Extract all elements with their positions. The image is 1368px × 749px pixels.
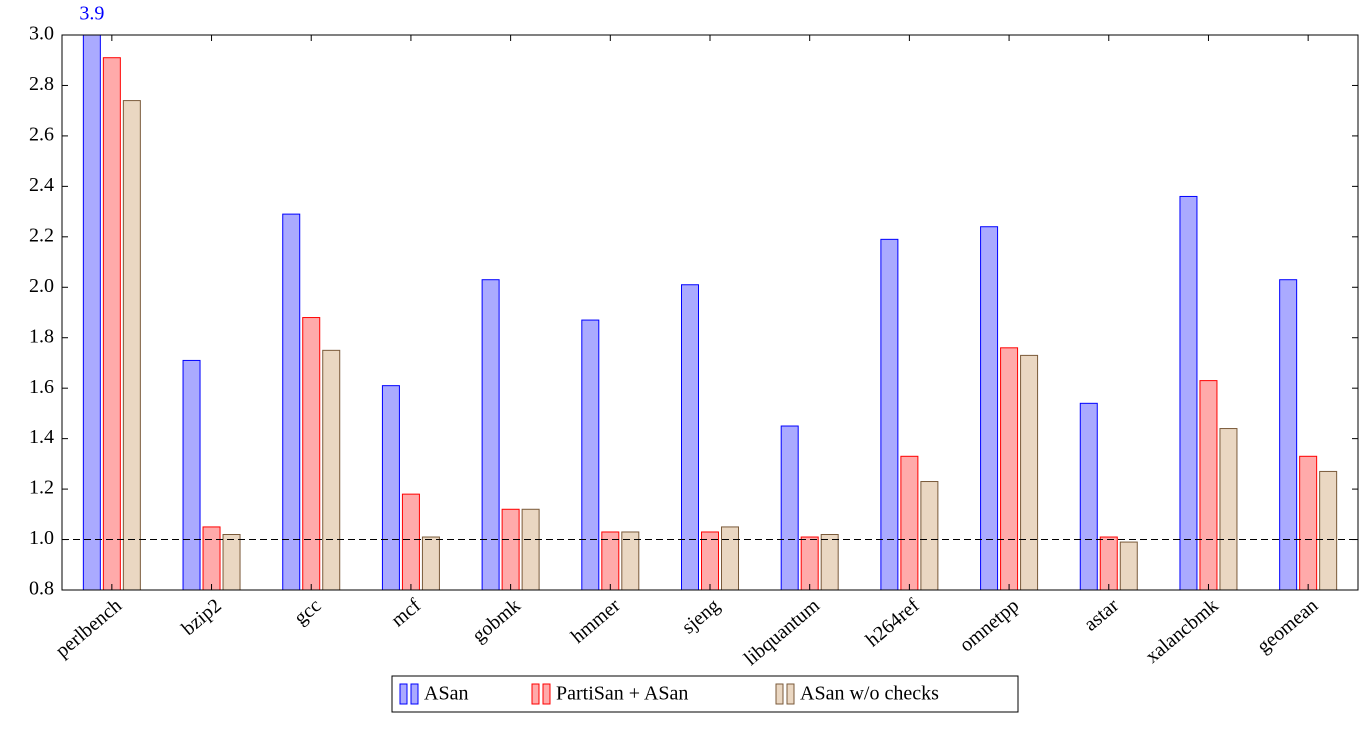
y-tick-label: 1.4 xyxy=(29,426,54,448)
bar xyxy=(880,238,899,590)
bar xyxy=(1319,470,1338,590)
bar xyxy=(282,213,301,590)
bar xyxy=(701,531,719,590)
bar xyxy=(1179,195,1198,590)
bar xyxy=(122,100,141,590)
bar xyxy=(800,536,819,590)
x-tick-label: omnetpp xyxy=(955,594,1023,656)
legend-swatch xyxy=(531,683,540,705)
bar xyxy=(322,349,341,590)
y-tick-label: 1.0 xyxy=(29,527,54,549)
bar xyxy=(1020,354,1039,590)
bar xyxy=(401,493,420,590)
bar xyxy=(1099,536,1118,590)
bar xyxy=(721,526,739,590)
x-tick-label: xalancbmk xyxy=(1141,594,1222,667)
x-tick-label: hmmer xyxy=(567,594,625,647)
bar xyxy=(421,536,440,590)
legend-swatch xyxy=(786,683,795,705)
bar xyxy=(601,531,620,590)
y-tick-label: 1.6 xyxy=(29,376,54,398)
legend-label: ASan w/o checks xyxy=(800,683,939,705)
bar xyxy=(1079,402,1098,590)
y-tick-label: 2.8 xyxy=(29,73,54,95)
bar xyxy=(521,508,540,590)
plot-area xyxy=(62,35,1358,590)
y-tick-label: 2.6 xyxy=(29,124,54,146)
x-tick-label: geomean xyxy=(1253,594,1322,657)
x-tick-label: bzip2 xyxy=(178,594,226,639)
bar xyxy=(182,359,201,590)
x-tick-label: h264ref xyxy=(862,594,924,651)
y-tick-label: 2.0 xyxy=(29,275,54,297)
bar xyxy=(980,226,999,590)
y-tick-label: 1.8 xyxy=(29,325,54,347)
bar xyxy=(621,531,640,590)
legend-box xyxy=(391,675,1019,713)
bar xyxy=(222,534,241,590)
bar xyxy=(820,534,839,590)
bar xyxy=(681,284,699,590)
bar xyxy=(780,425,799,590)
bar xyxy=(381,385,400,590)
bar xyxy=(581,319,600,590)
x-tick-label: libquantum xyxy=(740,594,824,670)
data-label: 3.9 xyxy=(79,3,104,25)
y-tick-label: 2.4 xyxy=(29,174,54,196)
bar xyxy=(481,279,500,590)
legend-swatch xyxy=(410,683,419,705)
bar xyxy=(1000,347,1019,590)
x-tick-label: astar xyxy=(1080,594,1123,635)
bar xyxy=(1199,380,1218,590)
y-tick-label: 0.8 xyxy=(29,578,54,600)
bar xyxy=(302,317,321,590)
y-tick-label: 3.0 xyxy=(29,23,54,45)
y-tick-label: 1.2 xyxy=(29,477,54,499)
legend-swatch xyxy=(775,683,784,705)
legend-swatch xyxy=(542,683,551,705)
x-tick-label: mcf xyxy=(387,594,425,631)
bar xyxy=(920,481,939,590)
bar xyxy=(1219,428,1238,590)
bar xyxy=(1299,455,1318,590)
bar xyxy=(1119,541,1138,590)
bar xyxy=(1279,279,1298,590)
x-tick-label: gcc xyxy=(290,594,325,629)
bar xyxy=(82,35,101,590)
x-tick-label: perlbench xyxy=(51,594,126,662)
legend-label: ASan xyxy=(424,683,468,705)
legend-swatch xyxy=(399,683,408,705)
y-tick-label: 2.2 xyxy=(29,224,54,246)
plot-frame xyxy=(61,34,1359,591)
bar xyxy=(202,526,221,590)
bar xyxy=(900,455,919,590)
legend-label: PartiSan + ASan xyxy=(556,683,688,705)
bar xyxy=(501,508,520,590)
x-tick-label: sjeng xyxy=(678,594,724,638)
bar xyxy=(102,57,121,590)
x-tick-label: gobmk xyxy=(468,594,525,647)
